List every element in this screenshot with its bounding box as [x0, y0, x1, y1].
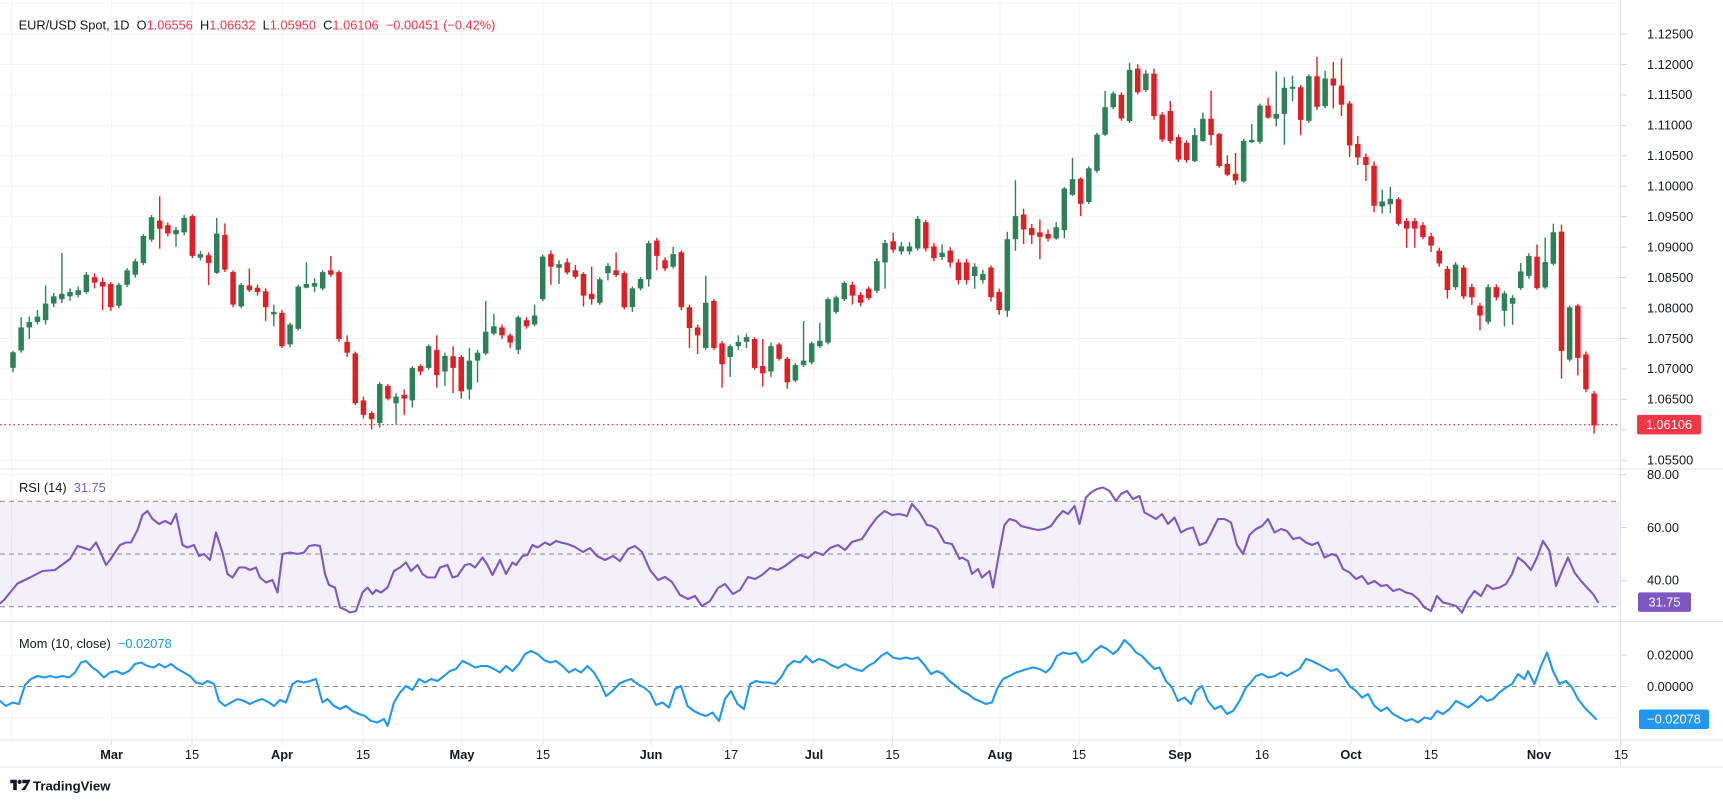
- svg-text:1.07500: 1.07500: [1647, 331, 1693, 346]
- svg-text:15: 15: [1614, 747, 1628, 762]
- svg-text:60.00: 60.00: [1647, 520, 1679, 535]
- svg-text:16: 16: [1255, 747, 1269, 762]
- svg-text:1.09000: 1.09000: [1647, 240, 1693, 255]
- svg-text:1.09500: 1.09500: [1647, 209, 1693, 224]
- svg-text:1.05500: 1.05500: [1647, 453, 1693, 468]
- svg-text:1.10000: 1.10000: [1647, 179, 1693, 194]
- svg-text:15: 15: [185, 747, 199, 762]
- svg-text:Oct: Oct: [1340, 747, 1362, 762]
- svg-text:0.02000: 0.02000: [1647, 647, 1693, 662]
- svg-text:1.12500: 1.12500: [1647, 26, 1693, 41]
- svg-text:1.06500: 1.06500: [1647, 392, 1693, 407]
- svg-text:1.08000: 1.08000: [1647, 300, 1693, 315]
- svg-text:1.11000: 1.11000: [1647, 118, 1692, 133]
- svg-text:Nov: Nov: [1527, 747, 1552, 762]
- svg-text:80.00: 80.00: [1647, 467, 1679, 482]
- svg-text:15: 15: [536, 747, 550, 762]
- svg-text:TradingView: TradingView: [33, 779, 111, 794]
- svg-text:15: 15: [885, 747, 899, 762]
- svg-text:17: 17: [724, 747, 738, 762]
- svg-text:15: 15: [1424, 747, 1438, 762]
- svg-text:RSI (14) 31.75: RSI (14) 31.75: [19, 480, 106, 495]
- svg-text:Apr: Apr: [271, 747, 293, 762]
- svg-text:1.10500: 1.10500: [1647, 148, 1693, 163]
- svg-text:1.07000: 1.07000: [1647, 361, 1693, 376]
- svg-text:Jul: Jul: [805, 747, 824, 762]
- svg-text:Mar: Mar: [100, 747, 123, 762]
- svg-text:Aug: Aug: [988, 747, 1013, 762]
- svg-text:EUR/USD Spot, 1D O1.06556 H1: EUR/USD Spot, 1D O1.06556 H1.06632 L1.05…: [19, 17, 496, 32]
- svg-text:40.00: 40.00: [1647, 573, 1679, 588]
- svg-text:−0.02078: −0.02078: [1647, 712, 1701, 727]
- svg-text:1.08500: 1.08500: [1647, 270, 1693, 285]
- svg-text:May: May: [450, 747, 476, 762]
- svg-text:Mom (10, close) −0.02078: Mom (10, close) −0.02078: [19, 636, 172, 651]
- svg-text:15: 15: [356, 747, 370, 762]
- svg-text:1.11500: 1.11500: [1647, 87, 1692, 102]
- svg-text:1.06106: 1.06106: [1646, 417, 1692, 432]
- svg-text:31.75: 31.75: [1648, 594, 1680, 609]
- svg-text:1.12000: 1.12000: [1647, 57, 1693, 72]
- svg-text:0.00000: 0.00000: [1647, 679, 1693, 694]
- svg-text:15: 15: [1072, 747, 1086, 762]
- svg-text:Sep: Sep: [1168, 747, 1192, 762]
- svg-text:Jun: Jun: [640, 747, 663, 762]
